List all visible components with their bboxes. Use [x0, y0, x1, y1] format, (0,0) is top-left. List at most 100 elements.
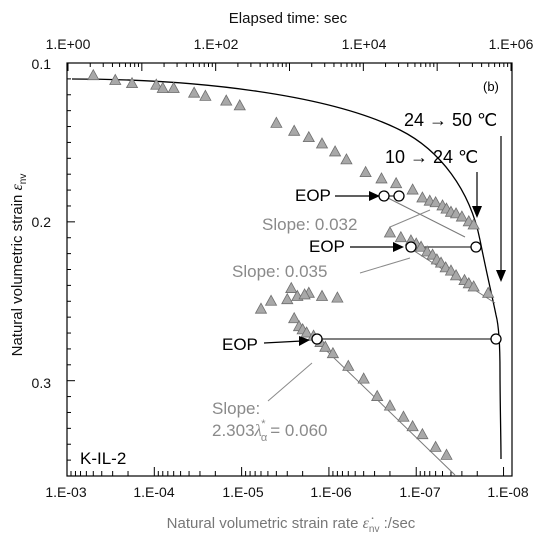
main-compression-curve: [71, 78, 502, 460]
slope-leader-2: [359, 257, 411, 274]
data-point-triangle: [300, 326, 313, 338]
y-tick-label: 0.1: [32, 56, 52, 72]
eop-arrow-3: [263, 340, 303, 344]
data-point-triangle: [394, 230, 408, 243]
temp-change-marker: [490, 333, 502, 345]
data-point-triangle: [87, 68, 100, 81]
x-tick-label: 1.E-08: [487, 484, 528, 500]
data-point-triangle: [406, 419, 419, 432]
temp-change-marker: [470, 241, 482, 253]
top-axis-title: Elapsed time: sec: [229, 10, 348, 27]
eop-markers: [311, 190, 502, 345]
data-point-triangle: [429, 440, 442, 452]
data-point-triangle: [167, 81, 180, 93]
data-point-triangle: [375, 172, 388, 184]
data-point-triangle: [406, 183, 419, 195]
data-point-triangle: [359, 165, 372, 178]
data-point-triangle: [481, 286, 495, 298]
data-point-triangle: [467, 280, 480, 292]
data-point-triangle: [150, 78, 163, 90]
data-point-triangle: [281, 292, 294, 305]
slope-line-1: [381, 194, 466, 238]
top-tick-label: 1.E+02: [194, 36, 239, 52]
eop-arrow-2-head: [393, 242, 404, 252]
x-tick-label: 1.E-04: [133, 484, 174, 500]
data-point-triangle: [298, 288, 311, 300]
slope-label-3-line1: Slope:: [212, 399, 260, 418]
y-axis-title: Natural volumetric strain εnv: [9, 174, 29, 357]
data-point-triangle: [383, 399, 397, 411]
slope-leader-3: [267, 362, 313, 402]
slope-label-1: Slope: 0.032: [262, 215, 357, 234]
eop-label-2: EOP: [309, 237, 345, 256]
slope-label-2: Slope: 0.035: [232, 262, 327, 281]
temp-arrow-2-head: [496, 270, 506, 282]
eop-marker: [311, 333, 323, 345]
data-point-triangle: [444, 264, 458, 276]
data-point-triangle: [449, 207, 463, 219]
data-point-triangle: [389, 176, 403, 189]
data-point-triangle: [285, 281, 298, 293]
slope-leader-1: [389, 209, 431, 228]
data-point-triangle: [449, 269, 463, 281]
data-point-triangle: [440, 448, 453, 460]
data-point-triangle: [319, 340, 332, 352]
data-point-triangle: [383, 226, 397, 238]
data-point-triangle: [416, 191, 429, 203]
data-point-triangle: [302, 130, 315, 143]
data-point-triangle: [414, 240, 428, 252]
y-tick-label: 0.2: [32, 214, 52, 230]
eop-arrow-3-head: [299, 336, 310, 346]
top-tick-label: 1.E+00: [46, 36, 91, 52]
data-point-triangle: [315, 289, 329, 301]
temp-arrow-1-head: [472, 206, 482, 218]
eop-marker: [378, 190, 390, 202]
data-point-triangle: [429, 195, 442, 208]
data-point-triangle: [199, 89, 212, 101]
data-point-triangle: [416, 427, 429, 440]
data-point-triangle: [455, 210, 469, 222]
data-point-triangle: [331, 291, 344, 303]
data-point-triangle: [315, 137, 329, 149]
x-tick-label: 1.E-03: [45, 484, 86, 500]
plot-frame: [66, 62, 513, 477]
x-axis-title: Natural volumetric strain rate ε̇nv :/se…: [167, 515, 416, 535]
tick-layer: [66, 62, 512, 476]
temp-change-marker: [393, 190, 405, 202]
data-point-triangle: [328, 145, 342, 157]
data-point-triangle: [340, 153, 353, 165]
data-point-triangle: [371, 389, 384, 401]
data-point-triangle: [288, 124, 301, 136]
specimen-label: K-IL-2: [80, 449, 126, 468]
temperature-step-1: 10 → 24 ℃: [385, 147, 478, 167]
data-point-triangle: [264, 294, 278, 306]
data-point-triangle: [467, 218, 480, 230]
data-point-triangle: [397, 410, 410, 422]
eop-label-3: EOP: [222, 335, 258, 354]
data-point-triangle: [125, 76, 139, 89]
data-point-triangle: [233, 99, 246, 111]
y-tick-label: 0.3: [32, 375, 52, 391]
x-tick-label: 1.E-07: [399, 484, 440, 500]
data-point-triangle: [220, 94, 233, 106]
data-point-triangle: [288, 311, 301, 324]
x-tick-label: 1.E-05: [222, 484, 263, 500]
data-point-triangle: [326, 346, 340, 359]
eop-arrow-1-head: [369, 191, 380, 201]
data-point-triangle: [187, 86, 201, 98]
x-tick-label: 1.E-06: [310, 484, 351, 500]
top-tick-label: 1.E+06: [489, 36, 534, 52]
eop-marker: [405, 241, 417, 253]
data-point-triangle: [270, 116, 283, 128]
top-tick-label: 1.E+04: [342, 36, 387, 52]
data-point-triangle: [156, 81, 169, 93]
data-point-triangle: [357, 372, 370, 384]
slope-label-3-line2: 2.303λα* = 0.060: [212, 418, 327, 444]
data-point-triangle: [254, 302, 268, 314]
temperature-step-2: 24 → 50 ℃: [404, 110, 497, 130]
data-point-triangle: [109, 73, 122, 85]
eop-label-1: EOP: [295, 186, 331, 205]
panel-label: (b): [483, 79, 499, 94]
data-point-triangle: [342, 359, 355, 371]
